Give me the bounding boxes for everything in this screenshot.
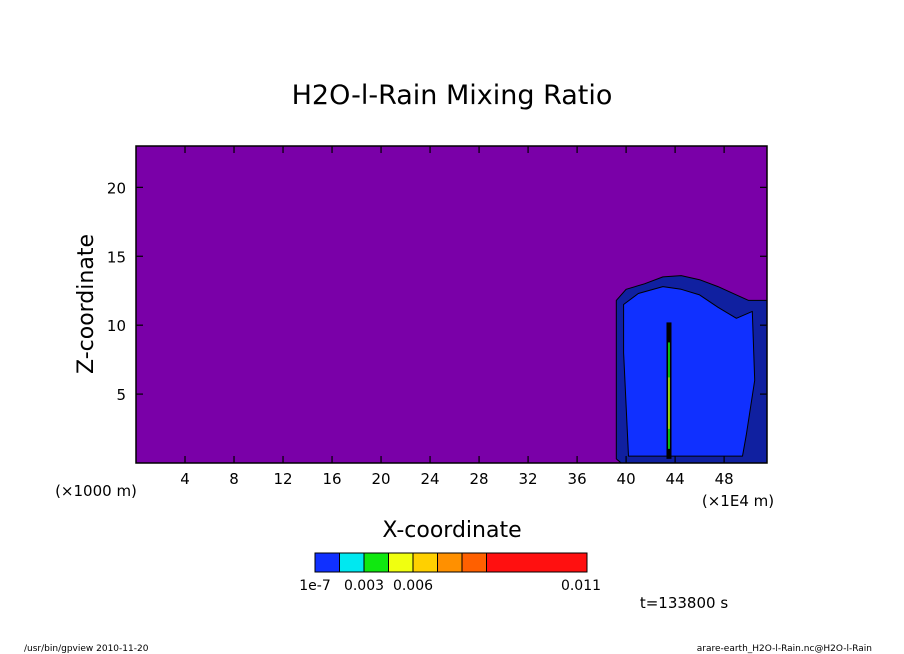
- x-tick-label: 28: [470, 470, 489, 488]
- x-axis-tick-labels: 4 8 12 16 20 24 28 32 36 40 44 48: [180, 470, 733, 488]
- x-tick-label: 44: [666, 470, 685, 488]
- x-tick-label: 12: [273, 470, 292, 488]
- colorbar-segment: [363, 552, 389, 573]
- x-tick-label: 4: [180, 470, 190, 488]
- x-unit-label: (×1E4 m): [702, 492, 774, 510]
- y-axis-label: Z-coordinate: [74, 234, 99, 374]
- x-axis-ticks: [184, 146, 725, 463]
- plot-frame: [135, 145, 768, 464]
- x-tick-label: 48: [715, 470, 734, 488]
- colorbar-segment: [437, 552, 463, 573]
- chart-title: H2O-l-Rain Mixing Ratio: [292, 80, 613, 111]
- y-tick-label: 15: [107, 248, 126, 266]
- colorbar-label: 0.006: [393, 578, 433, 594]
- footer-source: arare-earth_H2O-l-Rain.nc@H2O-l-Rain: [697, 644, 872, 654]
- colorbar-segment: [461, 552, 487, 573]
- y-axis-ticks: [136, 186, 767, 395]
- rain-core-yellow: [668, 377, 670, 429]
- colorbar-segment: [486, 552, 588, 573]
- rain-core: [666, 322, 672, 459]
- x-tick-label: 8: [229, 470, 239, 488]
- x-tick-label: 36: [568, 470, 587, 488]
- colorbar-segment: [339, 552, 365, 573]
- footer-program: /usr/bin/gpview 2010-11-20: [24, 644, 149, 654]
- colorbar-segment: [314, 552, 340, 573]
- y-tick-label: 5: [116, 386, 126, 404]
- colorbar-label: 0.011: [561, 578, 601, 594]
- x-axis-label: X-coordinate: [382, 518, 521, 543]
- colorbar-segment: [388, 552, 414, 573]
- plot-area: [135, 145, 768, 464]
- x-tick-label: 40: [617, 470, 636, 488]
- x-tick-label: 20: [372, 470, 391, 488]
- x-tick-label: 24: [421, 470, 440, 488]
- y-tick-label: 10: [107, 317, 126, 335]
- contour-region: [623, 286, 756, 457]
- colorbar-labels: 1e-7 0.003 0.006 0.011: [299, 578, 601, 594]
- y-tick-label: 20: [107, 179, 126, 197]
- x-tick-label: 16: [322, 470, 341, 488]
- colorbar-label: 1e-7: [299, 578, 330, 594]
- colorbar-segment: [412, 552, 438, 573]
- contour-regions: [615, 275, 768, 464]
- x-tick-label: 32: [519, 470, 538, 488]
- y-axis-tick-labels: 5 10 15 20: [107, 179, 126, 404]
- y-unit-label: (×1000 m): [55, 482, 137, 500]
- colorbar-label: 0.003: [344, 578, 384, 594]
- colorbar: [314, 552, 588, 573]
- time-label: t=133800 s: [640, 594, 728, 612]
